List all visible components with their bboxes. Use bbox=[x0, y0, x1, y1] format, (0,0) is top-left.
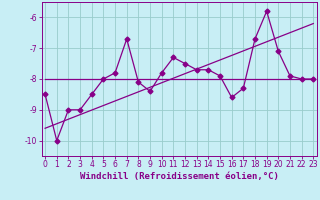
X-axis label: Windchill (Refroidissement éolien,°C): Windchill (Refroidissement éolien,°C) bbox=[80, 172, 279, 181]
